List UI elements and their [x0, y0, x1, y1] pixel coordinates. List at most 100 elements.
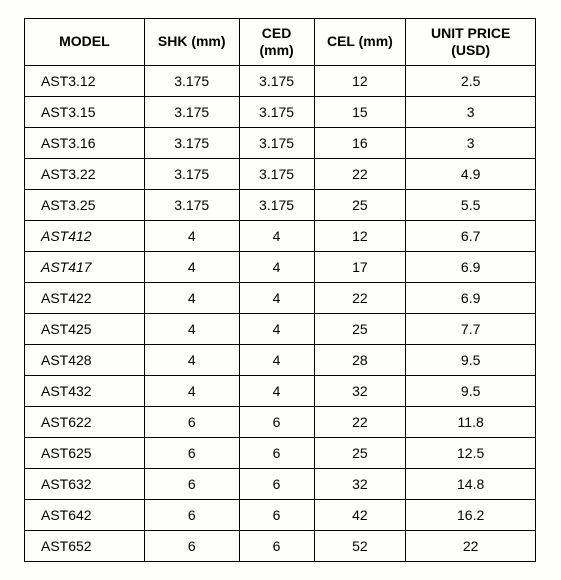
- table-row: AST3.153.1753.175153: [25, 96, 536, 127]
- cell-shk: 4: [144, 313, 239, 344]
- cell-model: AST632: [25, 468, 145, 499]
- cell-shk: 3.175: [144, 96, 239, 127]
- cell-price: 4.9: [406, 158, 536, 189]
- cell-cel: 22: [314, 282, 406, 313]
- cell-model: AST432: [25, 375, 145, 406]
- table-row: AST642664216.2: [25, 499, 536, 530]
- table-row: AST42844289.5: [25, 344, 536, 375]
- cell-shk: 6: [144, 406, 239, 437]
- col-model: MODEL: [25, 19, 145, 66]
- cell-shk: 4: [144, 220, 239, 251]
- cell-price: 3: [406, 96, 536, 127]
- cell-shk: 6: [144, 530, 239, 561]
- cell-model: AST3.25: [25, 189, 145, 220]
- cell-ced: 6: [239, 530, 314, 561]
- cell-ced: 4: [239, 375, 314, 406]
- cell-model: AST3.12: [25, 65, 145, 96]
- cell-price: 2.5: [406, 65, 536, 96]
- cell-price: 6.9: [406, 282, 536, 313]
- cell-shk: 4: [144, 251, 239, 282]
- table-row: AST41244126.7: [25, 220, 536, 251]
- cell-cel: 15: [314, 96, 406, 127]
- table-row: AST42544257.7: [25, 313, 536, 344]
- table-body: AST3.123.1753.175122.5AST3.153.1753.1751…: [25, 65, 536, 561]
- cell-shk: 4: [144, 282, 239, 313]
- cell-price: 9.5: [406, 344, 536, 375]
- cell-ced: 6: [239, 499, 314, 530]
- cell-cel: 12: [314, 65, 406, 96]
- cell-cel: 25: [314, 313, 406, 344]
- table-row: AST652665222: [25, 530, 536, 561]
- cell-model: AST422: [25, 282, 145, 313]
- cell-model: AST622: [25, 406, 145, 437]
- cell-ced: 3.175: [239, 65, 314, 96]
- cell-shk: 4: [144, 375, 239, 406]
- cell-cel: 25: [314, 189, 406, 220]
- cell-model: AST3.22: [25, 158, 145, 189]
- cell-cel: 22: [314, 406, 406, 437]
- table-row: AST3.223.1753.175224.9: [25, 158, 536, 189]
- col-cel: CEL (mm): [314, 19, 406, 66]
- cell-price: 9.5: [406, 375, 536, 406]
- table-row: AST3.123.1753.175122.5: [25, 65, 536, 96]
- cell-cel: 32: [314, 375, 406, 406]
- table-row: AST3.163.1753.175163: [25, 127, 536, 158]
- cell-price: 11.8: [406, 406, 536, 437]
- cell-model: AST428: [25, 344, 145, 375]
- cell-shk: 3.175: [144, 127, 239, 158]
- table-header-row: MODEL SHK (mm) CED (mm) CEL (mm) UNIT PR…: [25, 19, 536, 66]
- table-row: AST632663214.8: [25, 468, 536, 499]
- pricing-table: MODEL SHK (mm) CED (mm) CEL (mm) UNIT PR…: [24, 18, 536, 562]
- cell-cel: 28: [314, 344, 406, 375]
- col-unitprice: UNIT PRICE (USD): [406, 19, 536, 66]
- cell-shk: 6: [144, 437, 239, 468]
- cell-shk: 3.175: [144, 158, 239, 189]
- table-row: AST3.253.1753.175255.5: [25, 189, 536, 220]
- cell-model: AST425: [25, 313, 145, 344]
- cell-model: AST417: [25, 251, 145, 282]
- cell-price: 5.5: [406, 189, 536, 220]
- table-row: AST625662512.5: [25, 437, 536, 468]
- cell-model: AST625: [25, 437, 145, 468]
- cell-cel: 42: [314, 499, 406, 530]
- cell-price: 12.5: [406, 437, 536, 468]
- cell-model: AST412: [25, 220, 145, 251]
- cell-price: 6.7: [406, 220, 536, 251]
- cell-ced: 4: [239, 344, 314, 375]
- cell-ced: 6: [239, 406, 314, 437]
- cell-ced: 6: [239, 437, 314, 468]
- cell-cel: 25: [314, 437, 406, 468]
- cell-ced: 4: [239, 220, 314, 251]
- cell-shk: 6: [144, 499, 239, 530]
- col-shk: SHK (mm): [144, 19, 239, 66]
- cell-ced: 3.175: [239, 158, 314, 189]
- cell-cel: 17: [314, 251, 406, 282]
- cell-shk: 3.175: [144, 65, 239, 96]
- cell-cel: 32: [314, 468, 406, 499]
- cell-price: 3: [406, 127, 536, 158]
- cell-cel: 16: [314, 127, 406, 158]
- cell-ced: 4: [239, 282, 314, 313]
- cell-ced: 3.175: [239, 189, 314, 220]
- cell-price: 6.9: [406, 251, 536, 282]
- cell-ced: 6: [239, 468, 314, 499]
- cell-model: AST3.16: [25, 127, 145, 158]
- cell-price: 14.8: [406, 468, 536, 499]
- cell-shk: 6: [144, 468, 239, 499]
- cell-cel: 12: [314, 220, 406, 251]
- cell-model: AST3.15: [25, 96, 145, 127]
- table-row: AST42244226.9: [25, 282, 536, 313]
- cell-price: 22: [406, 530, 536, 561]
- table-row: AST41744176.9: [25, 251, 536, 282]
- cell-model: AST642: [25, 499, 145, 530]
- cell-cel: 22: [314, 158, 406, 189]
- table-row: AST622662211.8: [25, 406, 536, 437]
- cell-price: 7.7: [406, 313, 536, 344]
- cell-ced: 4: [239, 251, 314, 282]
- cell-ced: 3.175: [239, 96, 314, 127]
- cell-shk: 4: [144, 344, 239, 375]
- cell-ced: 3.175: [239, 127, 314, 158]
- cell-cel: 52: [314, 530, 406, 561]
- cell-ced: 4: [239, 313, 314, 344]
- cell-price: 16.2: [406, 499, 536, 530]
